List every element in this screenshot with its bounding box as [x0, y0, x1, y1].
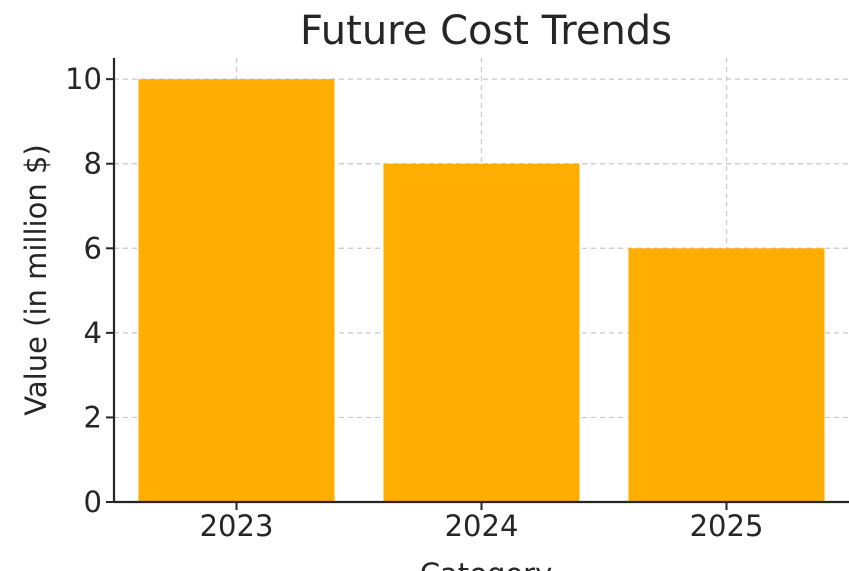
bars [138, 79, 825, 503]
x-tick-label: 2024 [445, 509, 519, 543]
bar-2024 [383, 163, 580, 502]
y-tick-label: 8 [84, 147, 102, 181]
y-tick-label: 6 [84, 231, 102, 265]
x-ticks: 2023 2024 2025 [200, 502, 764, 543]
y-axis-label: Value (in million $) [19, 144, 53, 415]
bar-2023 [138, 79, 335, 503]
x-tick-label: 2023 [200, 509, 274, 543]
x-axis-label: Category [420, 557, 552, 571]
y-tick-label: 0 [84, 485, 102, 519]
x-tick-label: 2025 [690, 509, 764, 543]
bar-2025 [628, 248, 825, 502]
y-tick-label: 2 [84, 400, 102, 434]
chart-title: Future Cost Trends [300, 8, 672, 54]
y-tick-label: 10 [65, 62, 102, 96]
y-tick-label: 4 [84, 316, 102, 350]
y-ticks: 0 2 4 6 8 10 [65, 62, 114, 519]
